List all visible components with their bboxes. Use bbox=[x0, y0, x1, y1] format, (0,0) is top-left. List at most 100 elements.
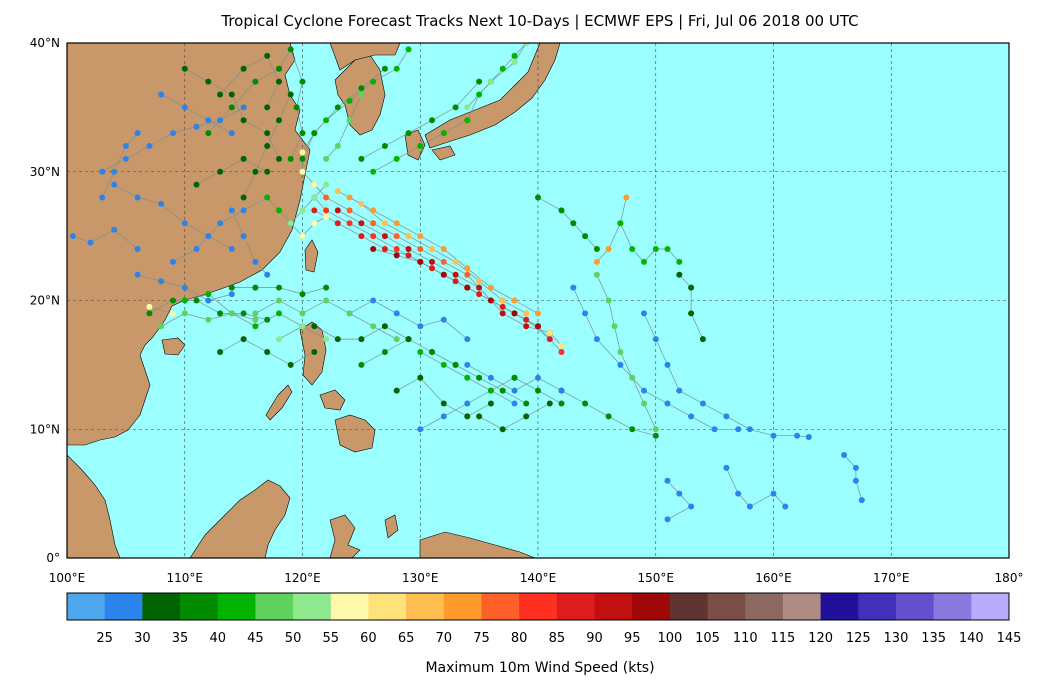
track-point bbox=[664, 361, 671, 368]
track-point bbox=[664, 246, 671, 252]
colorbar-swatch bbox=[142, 593, 181, 620]
track-point bbox=[299, 130, 306, 137]
track-line bbox=[302, 132, 315, 185]
track-point bbox=[617, 220, 624, 227]
track-point bbox=[440, 400, 447, 407]
track-point bbox=[381, 143, 388, 149]
track-point bbox=[276, 336, 282, 343]
track-point bbox=[240, 310, 247, 317]
colorbar-swatch bbox=[443, 593, 482, 620]
track-point bbox=[370, 323, 377, 330]
track-point bbox=[323, 181, 330, 188]
track-point bbox=[193, 297, 200, 304]
track-point bbox=[122, 155, 129, 162]
colorbar-tick-label: 25 bbox=[96, 631, 113, 646]
track-point bbox=[228, 310, 235, 317]
track-point bbox=[181, 297, 188, 304]
lon-tick-label: 110°E bbox=[167, 571, 204, 585]
track-point bbox=[217, 220, 224, 227]
track-point bbox=[452, 361, 459, 368]
track-line bbox=[667, 480, 692, 520]
track-point bbox=[699, 400, 706, 407]
track-point bbox=[664, 477, 671, 484]
track-point bbox=[370, 168, 377, 175]
track-point bbox=[582, 310, 589, 317]
track-point bbox=[664, 516, 671, 523]
track-point bbox=[688, 310, 695, 317]
track-point bbox=[358, 336, 365, 343]
track-point bbox=[464, 117, 471, 124]
track-point bbox=[311, 349, 318, 355]
track-point bbox=[358, 361, 365, 368]
track-point bbox=[205, 316, 212, 323]
track-point bbox=[393, 252, 400, 259]
track-point bbox=[381, 349, 388, 355]
track-point bbox=[570, 220, 577, 227]
track-point bbox=[605, 413, 612, 420]
track-point bbox=[299, 233, 306, 240]
track-point bbox=[370, 246, 377, 252]
track-point bbox=[287, 155, 294, 162]
track-point bbox=[558, 207, 565, 214]
track-point bbox=[170, 258, 176, 265]
track-point bbox=[723, 464, 730, 471]
track-line bbox=[149, 300, 268, 321]
track-point bbox=[287, 220, 294, 227]
track-point bbox=[287, 361, 294, 368]
track-point bbox=[181, 284, 188, 291]
track-line bbox=[101, 132, 138, 198]
lat-tick-label: 20°N bbox=[30, 294, 60, 308]
colorbar-tick-label: 125 bbox=[846, 631, 871, 646]
track-point bbox=[240, 336, 247, 343]
track-point bbox=[393, 310, 400, 317]
track-point bbox=[440, 361, 447, 368]
colorbar-tick-label: 115 bbox=[771, 631, 796, 646]
colorbar-tick-label: 105 bbox=[695, 631, 720, 646]
track-point bbox=[240, 194, 247, 201]
track-point bbox=[170, 130, 176, 137]
track-point bbox=[264, 194, 271, 201]
track-point bbox=[276, 284, 282, 291]
map-frame bbox=[66, 42, 1010, 559]
track-line bbox=[596, 197, 627, 263]
lon-tick-label: 120°E bbox=[284, 571, 321, 585]
track-point bbox=[417, 143, 424, 149]
track-point bbox=[99, 194, 106, 201]
track-point bbox=[429, 265, 435, 272]
colorbar-tick-label: 135 bbox=[921, 631, 946, 646]
track-point bbox=[487, 297, 494, 304]
colorbar-swatch bbox=[669, 593, 709, 620]
track-point bbox=[381, 220, 388, 227]
track-point bbox=[476, 78, 483, 85]
lon-tick-label: 130°E bbox=[402, 571, 439, 585]
track-point bbox=[617, 361, 624, 368]
track-point bbox=[629, 246, 636, 252]
colorbar-swatch bbox=[406, 593, 445, 620]
track-point bbox=[122, 143, 129, 149]
track-point bbox=[452, 271, 459, 278]
track-point bbox=[735, 490, 742, 497]
track-point bbox=[205, 297, 212, 304]
colorbar bbox=[66, 592, 1010, 621]
track-point bbox=[429, 246, 435, 252]
track-point bbox=[676, 271, 683, 278]
track-point bbox=[134, 194, 141, 201]
track-point bbox=[393, 233, 400, 240]
track-point bbox=[523, 400, 530, 407]
track-point bbox=[276, 155, 282, 162]
track-point bbox=[264, 271, 271, 278]
track-point bbox=[193, 246, 200, 252]
colorbar-swatch bbox=[180, 593, 219, 620]
track-line bbox=[184, 68, 280, 160]
track-point bbox=[652, 426, 659, 433]
track-point bbox=[735, 426, 742, 433]
track-point bbox=[293, 104, 300, 111]
track-point bbox=[370, 233, 377, 240]
colorbar-swatch bbox=[368, 593, 407, 620]
track-point bbox=[217, 349, 224, 355]
track-point bbox=[311, 207, 318, 214]
track-point bbox=[134, 130, 141, 137]
track-point bbox=[323, 207, 330, 214]
track-line bbox=[290, 184, 327, 224]
track-line bbox=[478, 403, 550, 430]
